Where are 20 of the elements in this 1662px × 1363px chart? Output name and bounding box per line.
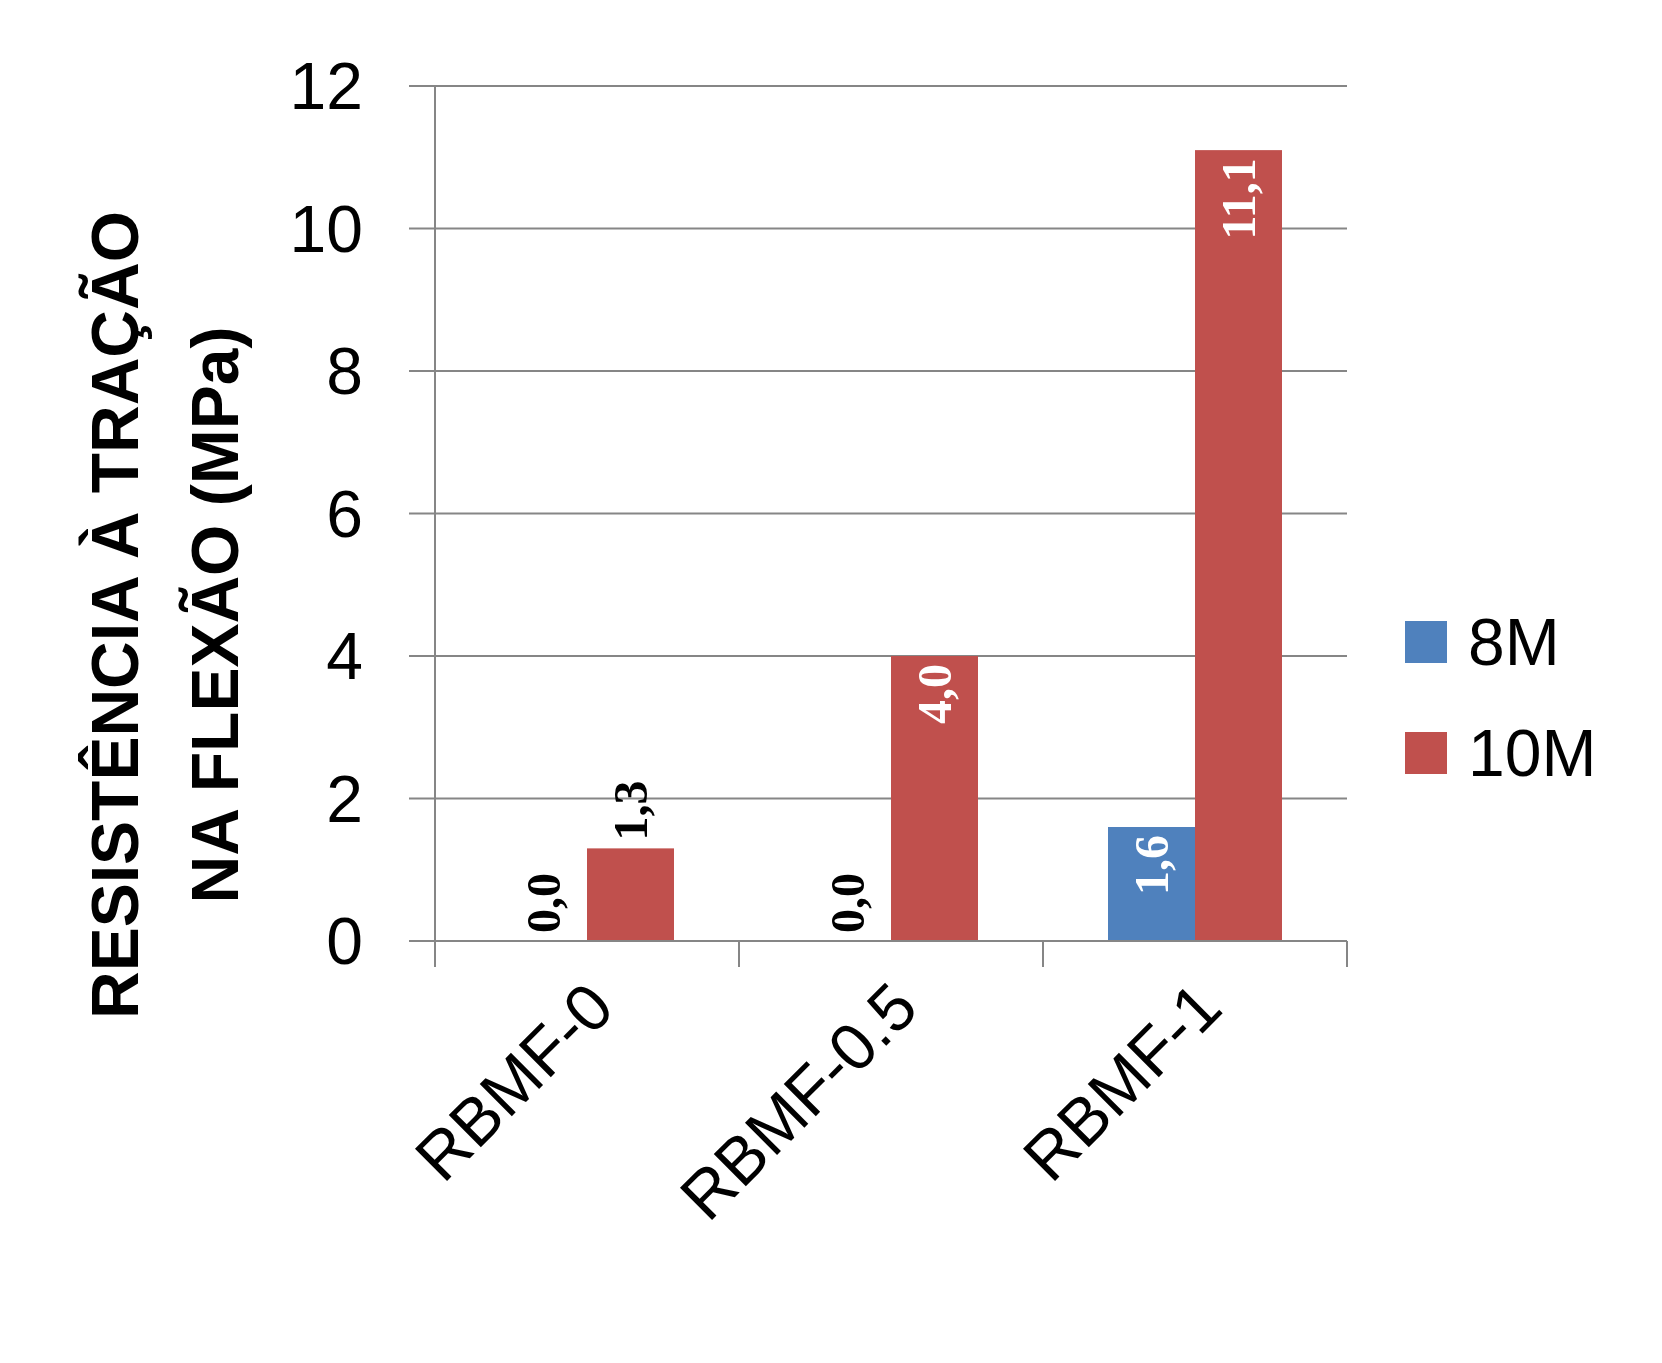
y-axis-title: RESISTÊNCIA À TRAÇÃO NA FLEXÃO (MPa) [78, 211, 252, 1019]
bar [891, 656, 978, 941]
data-label: 11,1 [1211, 158, 1265, 240]
bar [587, 848, 674, 941]
data-label: 1,3 [603, 780, 657, 841]
y-tick-label: 4 [326, 619, 363, 694]
y-tick-label: 2 [326, 761, 363, 836]
bar [1195, 150, 1282, 941]
y-tick-label: 10 [289, 191, 363, 266]
data-label: 1,6 [1124, 835, 1178, 895]
data-label: 0,0 [820, 873, 874, 933]
legend-label: 10M [1468, 716, 1597, 791]
y-tick-label: 8 [326, 334, 363, 409]
y-tick-label: 6 [326, 476, 363, 551]
legend-label: 8M [1468, 605, 1560, 680]
data-label: 0,0 [516, 873, 570, 933]
y-tick-label: 0 [326, 904, 363, 979]
bar [1108, 827, 1195, 941]
data-label: 4,0 [907, 664, 961, 724]
y-tick-label: 12 [289, 49, 363, 124]
